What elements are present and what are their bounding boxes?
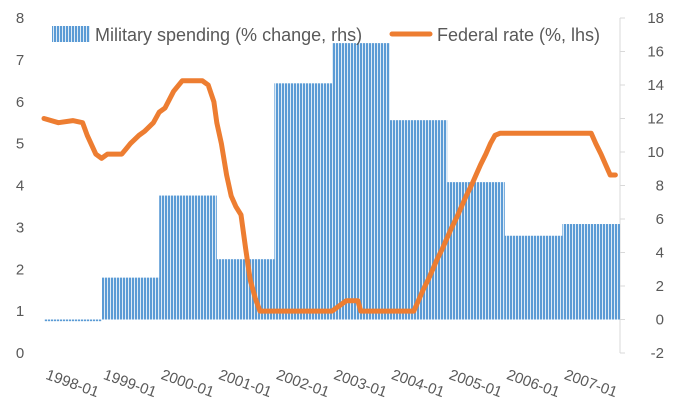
- x-axis-tick-label: 2003-01: [332, 366, 390, 401]
- bar-2000: [159, 195, 217, 320]
- bar-1998: [44, 319, 102, 322]
- left-axis-tick-label: 0: [16, 345, 24, 362]
- x-axis-tick-label: 2001-01: [216, 366, 274, 401]
- right-axis-tick-label: 2: [656, 278, 664, 295]
- x-axis-tick-label: 1998-01: [44, 366, 102, 401]
- right-axis-tick-label: 0: [656, 312, 664, 329]
- left-axis-tick-label: 7: [16, 52, 24, 69]
- x-axis-tick-label: 2000-01: [159, 366, 217, 401]
- right-axis-tick-label: 8: [656, 178, 664, 195]
- federal-rate-line: [41, 78, 618, 314]
- left-axis-tick-label: 1: [16, 303, 24, 320]
- x-axis-tick-label: 2006-01: [504, 366, 562, 401]
- right-axis-tick-label: 10: [647, 144, 664, 161]
- right-axis-tick-label: 16: [647, 44, 664, 61]
- right-axis-tick-label: 6: [656, 211, 664, 228]
- right-axis-tick-label: 12: [647, 111, 664, 128]
- line-series: [41, 78, 618, 314]
- left-axis-tick-label: 4: [16, 178, 24, 195]
- bar-2005: [447, 182, 505, 320]
- legend-swatch-military-spending: [52, 26, 90, 42]
- bar-2007: [562, 224, 620, 320]
- left-axis-tick-label: 5: [16, 136, 24, 153]
- bar-series: [44, 43, 620, 322]
- left-axis-tick-label: 8: [16, 10, 24, 27]
- right-axis-tick-label: -2: [651, 345, 664, 362]
- left-axis-tick-label: 2: [16, 261, 24, 278]
- x-axis-tick-label: 2002-01: [274, 366, 332, 401]
- legend-label-military-spending: Military spending (% change, rhs): [95, 25, 362, 45]
- bar-2003: [332, 43, 390, 320]
- legend: Military spending (% change, rhs) Federal…: [52, 25, 600, 45]
- right-axis-tick-label: 4: [656, 245, 664, 262]
- legend-label-federal-rate: Federal rate (%, lhs): [437, 25, 600, 45]
- left-axis-tick-label: 6: [16, 94, 24, 111]
- right-axis-tick-label: 18: [647, 10, 664, 27]
- x-axis-tick-label: 1999-01: [101, 366, 159, 401]
- left-axis-tick-label: 3: [16, 219, 24, 236]
- x-axis-tick-label: 2005-01: [447, 366, 505, 401]
- x-axis-tick-label: 2007-01: [562, 366, 620, 401]
- bar-2004: [389, 120, 448, 320]
- bar-1999: [101, 277, 160, 320]
- x-axis-tick-label: 2004-01: [389, 366, 447, 401]
- right-axis-tick-label: 14: [647, 77, 664, 94]
- bar-2002: [274, 83, 332, 320]
- bar-2006: [504, 235, 563, 320]
